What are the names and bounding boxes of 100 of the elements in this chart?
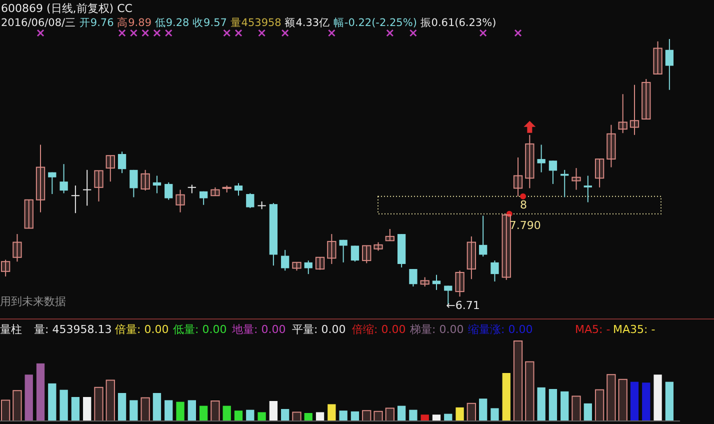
candlestick (350, 245, 360, 262)
candlestick (525, 134, 534, 189)
text: 平量: 0.00 (292, 323, 346, 336)
bar (584, 403, 592, 421)
candlestick (304, 260, 312, 275)
bar (665, 382, 674, 421)
bar (618, 378, 628, 422)
candlestick (479, 215, 488, 258)
bar (397, 406, 406, 421)
bar (199, 406, 208, 421)
bar (466, 402, 476, 422)
bar (140, 397, 150, 422)
bar (0, 400, 10, 422)
candlestick (432, 274, 441, 290)
bar (572, 396, 581, 422)
bar (548, 389, 558, 421)
candlestick (94, 170, 104, 202)
bar (594, 389, 604, 422)
bar (48, 383, 56, 421)
candlestick (618, 94, 628, 134)
candlestick (490, 260, 499, 282)
bar (420, 414, 429, 421)
bar (339, 410, 348, 421)
bar (502, 373, 510, 421)
bar (456, 407, 464, 421)
text: 量: 453958.13 (34, 323, 112, 336)
bar (362, 410, 372, 422)
bar (479, 398, 488, 421)
text: 倍缩: 0.00 (352, 323, 406, 336)
candlestick (642, 78, 651, 120)
candlestick (374, 242, 383, 252)
bar (118, 393, 126, 421)
candlestick (572, 168, 581, 190)
candlestick (130, 169, 138, 198)
bar (210, 400, 220, 422)
candlestick (234, 182, 243, 196)
bar (60, 390, 68, 421)
candlestick (60, 164, 68, 194)
bar (409, 410, 418, 421)
candlestick (362, 245, 372, 264)
bar (328, 404, 336, 421)
bar (188, 400, 196, 421)
candlestick (222, 185, 232, 193)
candlestick (466, 236, 476, 280)
candlestick (36, 144, 46, 213)
bar (630, 382, 639, 421)
candlestick (455, 270, 464, 298)
candlestick (140, 169, 150, 192)
candlestick (246, 192, 254, 209)
bar (537, 387, 546, 421)
bar (164, 400, 173, 421)
bar (316, 412, 324, 421)
bar (560, 391, 569, 421)
candlestick (281, 249, 290, 272)
bar (12, 390, 22, 422)
text: 梯量: 0.00 (409, 323, 464, 336)
text: 2016/06/08/三 开9.76 高9.89 低9.28 收9.57 量453958 额4.33亿 幅-0.22(-2.25%) 振0.61(6.23%) (1, 17, 496, 29)
candlestick (630, 84, 640, 136)
candlestick (584, 175, 592, 203)
candlestick (176, 189, 185, 213)
candlestick (513, 156, 523, 197)
bar (222, 406, 231, 421)
bar (152, 393, 162, 421)
bar (292, 412, 302, 422)
bar (513, 340, 523, 422)
bar (234, 410, 243, 421)
bar (606, 374, 616, 422)
bar (258, 412, 266, 421)
bar (281, 409, 290, 421)
text: 低量: 0.00 (173, 323, 227, 336)
candlestick (106, 155, 115, 182)
candlestick (164, 182, 173, 200)
text: MA5: - (575, 323, 610, 336)
candlestick (594, 158, 604, 188)
text: 倍量: 0.00 (115, 323, 169, 336)
bar (432, 414, 441, 421)
candlestick (606, 124, 616, 168)
bar (374, 410, 383, 422)
bar (130, 400, 138, 421)
candlestick (665, 38, 674, 90)
candlestick (315, 256, 325, 270)
bar (246, 410, 254, 421)
text: 缩量涨: 0.00 (468, 323, 533, 336)
annotation: 用到未来数据 (0, 295, 66, 308)
chart-title: 量柱 (0, 323, 22, 336)
candlestick (83, 169, 92, 206)
candlestick (152, 175, 162, 194)
candlestick (118, 151, 126, 174)
bar (176, 402, 184, 421)
candlestick (24, 199, 34, 229)
bar (642, 382, 650, 421)
annotation: 8 (520, 198, 528, 212)
candlestick (339, 239, 348, 263)
bar (106, 380, 115, 422)
bar (36, 363, 45, 421)
bar (83, 397, 92, 421)
bar (385, 408, 394, 422)
candlestick (409, 268, 418, 288)
bar (525, 361, 534, 422)
candlestick (653, 40, 662, 74)
